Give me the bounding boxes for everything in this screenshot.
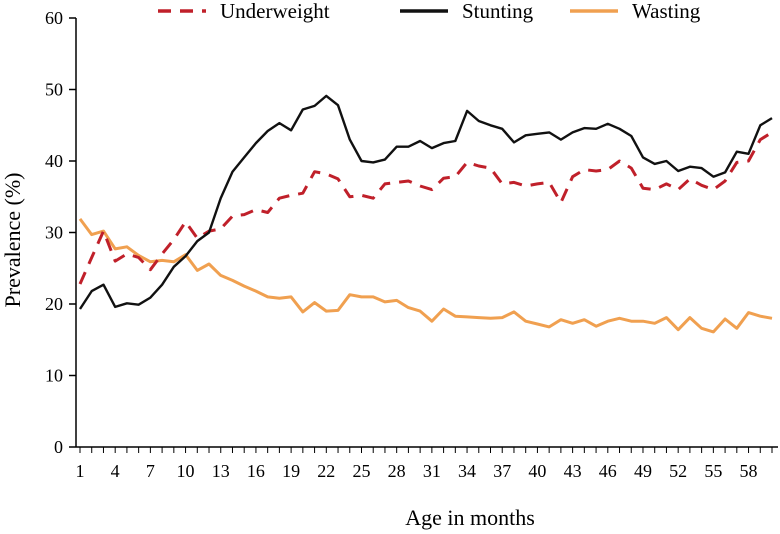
x-tick-label: 28 bbox=[388, 461, 406, 481]
y-tick-label: 40 bbox=[45, 151, 63, 171]
x-tick-label: 10 bbox=[177, 461, 195, 481]
x-axis-ticks: 1 4 7 10 13 16 19 22 25 28 31 34 37 40 43 46 49 52 55 58 bbox=[76, 447, 773, 481]
x-tick-label: 37 bbox=[493, 461, 511, 481]
x-tick-label: 22 bbox=[317, 461, 335, 481]
legend-label-stunting: Stunting bbox=[462, 0, 534, 23]
x-tick-label: 13 bbox=[212, 461, 230, 481]
x-tick-label: 34 bbox=[458, 461, 476, 481]
series-line-underweight bbox=[78, 131, 773, 285]
x-tick-label: 46 bbox=[599, 461, 617, 481]
x-tick-label: 19 bbox=[282, 461, 300, 481]
legend: Underweight Stunting Wasting bbox=[158, 0, 701, 23]
x-tick-label: 25 bbox=[352, 461, 370, 481]
series-lines bbox=[78, 94, 773, 334]
y-tick-label: 30 bbox=[45, 223, 63, 243]
x-tick-label: 16 bbox=[247, 461, 265, 481]
x-tick-label: 43 bbox=[564, 461, 582, 481]
x-tick-label: 4 bbox=[111, 461, 120, 481]
x-tick-label: 58 bbox=[740, 461, 758, 481]
y-axis-ticks: 0 10 20 30 40 50 60 bbox=[45, 8, 76, 457]
y-tick-label: 50 bbox=[45, 80, 63, 100]
x-tick-label: 52 bbox=[669, 461, 687, 481]
x-tick-label: 40 bbox=[528, 461, 546, 481]
y-tick-label: 20 bbox=[45, 294, 63, 314]
x-tick-label: 1 bbox=[76, 461, 85, 481]
legend-label-wasting: Wasting bbox=[632, 0, 701, 23]
series-line-wasting bbox=[78, 218, 773, 334]
y-tick-label: 10 bbox=[45, 366, 63, 386]
x-tick-label: 31 bbox=[423, 461, 441, 481]
legend-label-underweight: Underweight bbox=[220, 0, 330, 23]
x-tick-label: 49 bbox=[634, 461, 652, 481]
y-axis-title: Prevalence (%) bbox=[0, 173, 25, 308]
x-tick-label: 7 bbox=[146, 461, 155, 481]
series-line-stunting bbox=[78, 94, 773, 310]
y-tick-label: 60 bbox=[45, 8, 63, 28]
y-tick-label: 0 bbox=[54, 437, 63, 457]
x-tick-label: 55 bbox=[704, 461, 722, 481]
x-axis-title: Age in months bbox=[405, 505, 535, 530]
